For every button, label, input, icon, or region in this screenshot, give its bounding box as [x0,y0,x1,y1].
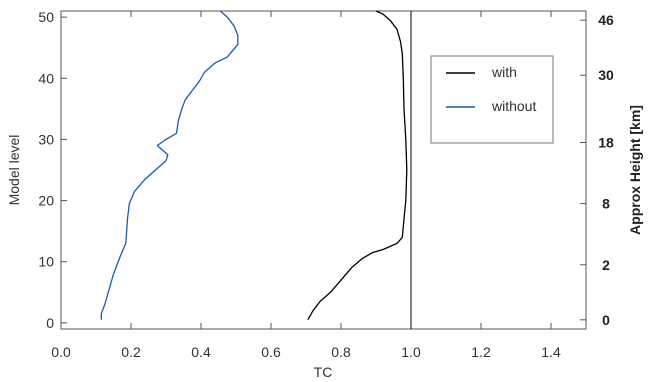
x-tick-label: 1.4 [541,344,561,360]
y-tick-label: 20 [38,193,54,209]
y-tick-label: 10 [38,254,54,270]
y-tick-label: 40 [38,70,54,86]
x-tick-label: 0.6 [261,344,281,360]
right-tick-label: 0 [602,312,610,328]
series-line-without [100,10,239,320]
x-tick-label: 0.8 [331,344,351,360]
ticks-group: 0.0 0.2 0.4 0.6 0.8 1.0 1.2 1.4 0 10 20 30 40 50 0 2 8 18… [38,9,614,360]
right-tick-label: 2 [602,257,610,273]
legend-label-with: with [491,64,517,80]
right-tick-label: 18 [598,134,614,150]
right-tick-label: 30 [598,67,614,83]
y-tick-label: 30 [38,131,54,147]
right-tick-label: 46 [598,12,614,28]
y-tick-label: 50 [38,9,54,25]
y-tick-label: 0 [46,315,54,331]
x-tick-label: 0.2 [121,344,141,360]
series-group [100,10,408,321]
plot-frame [60,10,587,330]
legend-box [430,55,554,144]
x-tick-label: 0.0 [51,344,71,360]
right-tick-label: 8 [602,196,610,212]
right-axis-title: Approx Height [km] [627,105,643,235]
legend-label-without: without [491,98,536,114]
legend: with without [430,55,554,144]
y-axis-title: Model level [6,135,22,206]
x-tick-label: 1.2 [471,344,491,360]
x-tick-label: 0.4 [191,344,211,360]
x-axis-title: TC [314,364,333,380]
x-tick-label: 1.0 [401,344,421,360]
series-line-with [307,10,408,321]
